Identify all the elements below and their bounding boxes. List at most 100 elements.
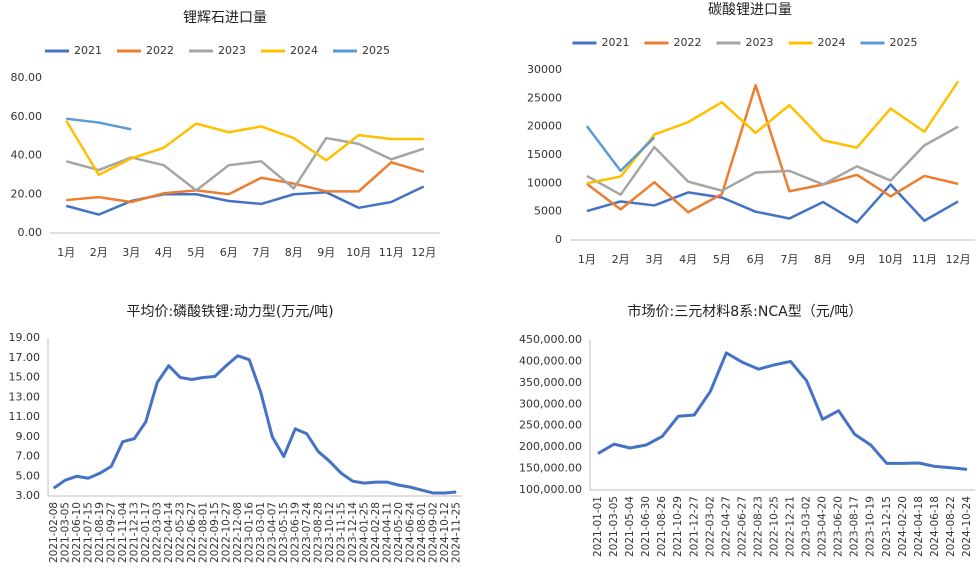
x-tick-label: 2023-08-28 xyxy=(312,502,324,563)
x-tick-label: 9月 xyxy=(317,246,335,259)
x-tick-label: 2022-05-23 xyxy=(174,502,186,563)
y-tick-label: 0 xyxy=(555,233,562,246)
x-tick-label: 2024-10-12 xyxy=(439,502,451,563)
y-tick-label: 80.00 xyxy=(11,71,43,84)
data-line xyxy=(65,136,425,192)
y-tick-label: 450,000.00 xyxy=(519,333,582,346)
x-tick-label: 2024-10-24 xyxy=(961,496,973,557)
x-tick-label: 5月 xyxy=(713,253,731,266)
x-tick-label: 2022-03-03 xyxy=(151,502,163,563)
x-tick-label: 2023-03-01 xyxy=(255,502,267,563)
x-tick-label: 8月 xyxy=(285,246,303,259)
x-tick-label: 2021-03-05 xyxy=(59,502,71,563)
y-tick-label: 250,000.00 xyxy=(519,419,582,432)
x-tick-label: 6月 xyxy=(220,246,238,259)
x-tick-label: 2023-06-20 xyxy=(833,496,845,557)
x-tick-label: 3月 xyxy=(645,253,663,266)
x-tick-label: 2024-01-25 xyxy=(358,502,370,563)
x-tick-label: 6月 xyxy=(747,253,765,266)
x-tick-label: 2023-01-16 xyxy=(243,502,255,563)
x-tick-label: 2022-04-14 xyxy=(163,502,175,563)
x-tick-label: 2月 xyxy=(90,246,108,259)
x-tick-label: 5月 xyxy=(187,246,205,259)
x-tick-label: 2021-07-15 xyxy=(82,502,94,563)
y-tick-label: 60.00 xyxy=(11,110,43,123)
y-tick-label: 9.00 xyxy=(16,430,41,443)
x-tick-label: 2023-04-07 xyxy=(266,502,278,563)
x-tick-label: 2021-09-27 xyxy=(105,502,117,563)
x-tick-label: 2022-06-27 xyxy=(186,502,198,563)
data-line xyxy=(586,125,959,196)
y-tick-label: 11.00 xyxy=(9,410,41,423)
x-tick-label: 2024-06-18 xyxy=(929,496,941,557)
data-line xyxy=(66,161,425,204)
data-line xyxy=(586,183,959,224)
y-tick-label: 400,000.00 xyxy=(519,354,582,367)
x-tick-label: 2023-10-12 xyxy=(324,502,336,563)
y-tick-label: 17.00 xyxy=(9,351,41,364)
y-tick-label: 3.00 xyxy=(16,489,41,502)
x-tick-label: 2021-08-26 xyxy=(656,496,668,557)
x-tick-label: 2023-04-20 xyxy=(817,496,829,557)
x-tick-label: 2021-10-29 xyxy=(672,496,684,557)
x-tick-label: 2024-08-01 xyxy=(416,502,428,563)
x-tick-label: 2024-04-11 xyxy=(381,502,393,563)
x-tick-label: 4月 xyxy=(679,253,697,266)
x-tick-label: 2021-01-01 xyxy=(592,496,604,557)
x-tick-label: 1月 xyxy=(578,253,596,266)
y-tick-label: 100,000.00 xyxy=(519,483,582,496)
x-tick-label: 2021-12-13 xyxy=(128,502,140,563)
x-tick-label: 11月 xyxy=(379,246,404,259)
y-tick-label: 20000 xyxy=(527,120,562,133)
y-tick-label: 15.00 xyxy=(9,371,41,384)
x-tick-label: 8月 xyxy=(814,253,832,266)
x-tick-label: 2022-01-17 xyxy=(140,502,152,563)
chart-title: 碳酸锂进口量 xyxy=(708,2,792,18)
y-tick-label: 40.00 xyxy=(11,149,43,162)
x-tick-label: 2021-06-30 xyxy=(640,496,652,557)
x-tick-label: 2022-09-15 xyxy=(209,502,221,563)
x-tick-label: 2024-02-28 xyxy=(370,502,382,563)
y-tick-label: 0.00 xyxy=(18,226,43,239)
x-tick-label: 2022-08-01 xyxy=(197,502,209,563)
x-tick-label: 2月 xyxy=(612,253,630,266)
x-tick-label: 2022-06-27 xyxy=(736,496,748,557)
x-tick-label: 10月 xyxy=(878,253,903,266)
legend-label: 2021 xyxy=(74,44,102,57)
data-line xyxy=(65,185,425,216)
legend-label: 2023 xyxy=(746,36,774,49)
data-line xyxy=(66,117,132,131)
x-tick-label: 3月 xyxy=(122,246,140,259)
x-tick-label: 2022-10-25 xyxy=(768,496,780,557)
y-tick-label: 300,000.00 xyxy=(519,397,582,410)
x-tick-label: 2021-03-05 xyxy=(608,496,620,557)
x-tick-label: 9月 xyxy=(848,253,866,266)
y-tick-label: 5000 xyxy=(534,205,562,218)
x-tick-label: 7月 xyxy=(252,246,270,259)
x-tick-label: 2023-11-15 xyxy=(335,502,347,563)
y-tick-label: 150,000.00 xyxy=(519,462,582,475)
x-tick-label: 2021-08-19 xyxy=(94,502,106,563)
x-tick-label: 2023-05-15 xyxy=(278,502,290,563)
data-line xyxy=(585,125,656,173)
x-tick-label: 12月 xyxy=(411,246,436,259)
x-tick-label: 2021-06-10 xyxy=(71,502,83,563)
legend-label: 2025 xyxy=(890,36,918,49)
x-tick-label: 2023-08-17 xyxy=(849,496,861,557)
y-tick-label: 13.00 xyxy=(9,390,41,403)
x-tick-label: 2022-12-21 xyxy=(785,496,797,557)
data-line xyxy=(65,119,424,177)
x-tick-label: 2022-12-08 xyxy=(232,502,244,563)
y-tick-label: 19.00 xyxy=(9,331,41,344)
x-tick-label: 2023-12-14 xyxy=(347,502,359,563)
y-tick-label: 350,000.00 xyxy=(519,376,582,389)
data-line xyxy=(52,354,457,495)
x-tick-label: 2023-06-19 xyxy=(289,502,301,563)
x-tick-label: 2024-05-20 xyxy=(393,502,405,563)
x-tick-label: 2022-08-23 xyxy=(752,496,764,557)
x-tick-label: 2021-05-04 xyxy=(624,496,636,557)
y-tick-label: 5.00 xyxy=(16,469,41,482)
legend-label: 2024 xyxy=(290,44,318,57)
x-tick-label: 2021-02-08 xyxy=(48,502,60,563)
